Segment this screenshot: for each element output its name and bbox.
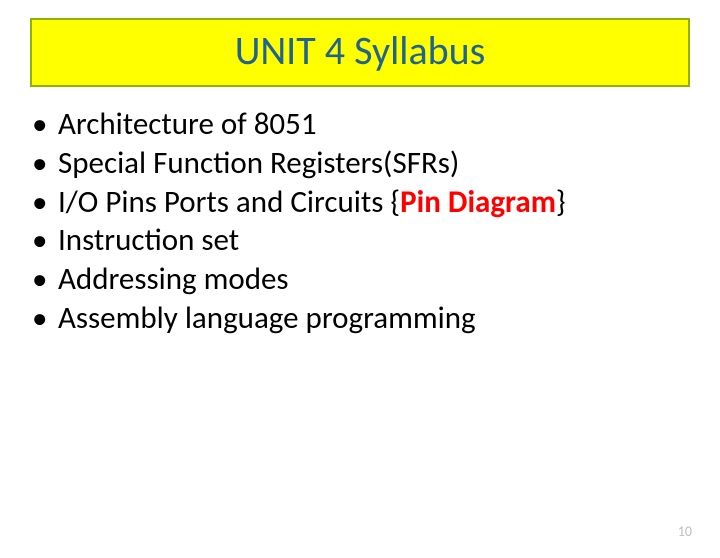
bullet-text: Assembly language programming [58, 299, 476, 337]
list-item: Assembly language programming [28, 299, 720, 338]
list-item: Instruction set [28, 221, 720, 260]
bullet-list: Architecture of 8051 Special Function Re… [28, 105, 720, 338]
list-item: Addressing modes [28, 260, 720, 299]
list-item: Architecture of 8051 [28, 105, 720, 144]
list-item: I/O Pins Ports and Circuits {Pin Diagram… [28, 183, 720, 222]
bullet-highlight: Pin Diagram [400, 183, 556, 221]
bullet-text: Addressing modes [58, 260, 289, 298]
bullet-text: Instruction set [58, 221, 239, 259]
bullet-prefix: I/O Pins Ports and Circuits { [58, 183, 400, 221]
title-text: UNIT 4 Syllabus [235, 26, 486, 75]
page-number: 10 [678, 523, 692, 540]
title-box: UNIT 4 Syllabus [30, 18, 690, 87]
list-item: Special Function Registers(SFRs) [28, 144, 720, 183]
bullet-suffix: } [556, 183, 566, 221]
bullet-text: Special Function Registers(SFRs) [58, 144, 459, 182]
bullet-text: Architecture of 8051 [58, 105, 317, 143]
